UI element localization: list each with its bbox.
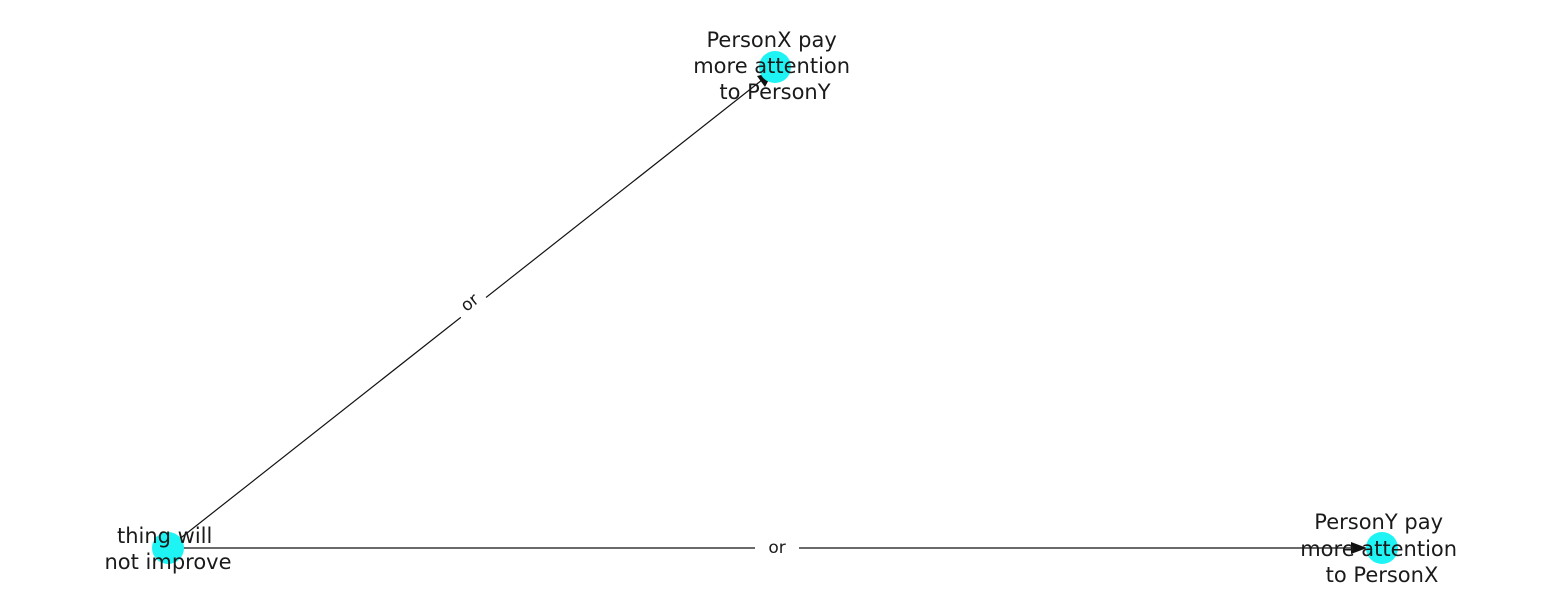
edge-label-top: or	[450, 283, 490, 323]
node-source	[152, 532, 184, 564]
node-target-right	[1366, 532, 1398, 564]
node-target-top	[759, 51, 791, 83]
node-target-right-label: PersonY pay more attention to PersonX	[1300, 510, 1464, 587]
edge-label-right-text: or	[768, 538, 785, 558]
edge-label-top-bg	[450, 283, 490, 323]
node-target-top-label: PersonX pay more attention to PersonY	[693, 28, 857, 104]
edge-source-to-right: or	[168, 536, 1367, 560]
node-source-label: thing will not improve	[104, 524, 231, 574]
edge-label-right: or	[755, 536, 799, 560]
edge-label-right-bg	[755, 536, 799, 560]
arrowhead-right	[1351, 542, 1367, 554]
edge-source-to-top: or	[167, 72, 773, 549]
